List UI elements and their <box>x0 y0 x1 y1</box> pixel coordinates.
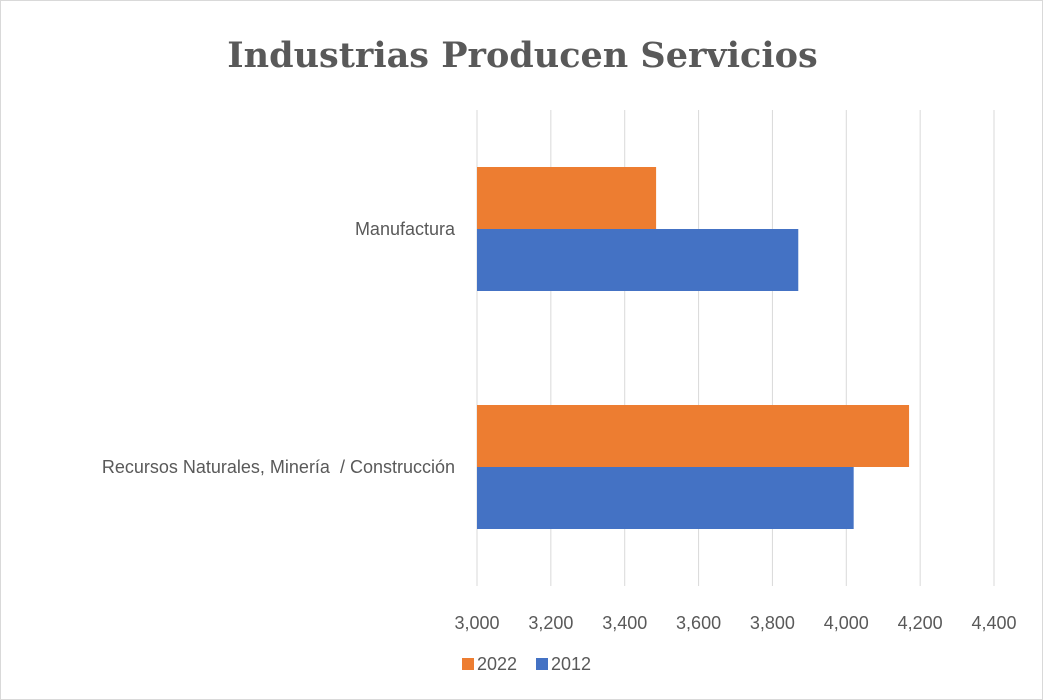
category-label-0: Recursos Naturales, Minería / Construcci… <box>102 457 455 477</box>
bar-2022-0 <box>477 405 910 467</box>
bar-2012-0 <box>477 467 854 529</box>
x-tick-label-5: 4,000 <box>824 613 869 633</box>
x-tick-label-2: 3,400 <box>602 613 647 633</box>
legend-label-2012: 2012 <box>551 654 591 674</box>
legend-swatch-2022 <box>462 658 474 670</box>
legend: 2022 2012 <box>462 654 591 674</box>
bar-2022-1 <box>477 167 657 229</box>
x-tick-label-3: 3,600 <box>676 613 721 633</box>
bar-2012-1 <box>477 229 799 291</box>
category-labels: Recursos Naturales, Minería / Construcci… <box>102 219 456 477</box>
legend-swatch-2012 <box>536 658 548 670</box>
x-tick-label-4: 3,800 <box>750 613 795 633</box>
x-tick-label-1: 3,200 <box>528 613 573 633</box>
bars <box>477 167 910 529</box>
x-tick-label-0: 3,000 <box>454 613 499 633</box>
legend-label-2022: 2022 <box>477 654 517 674</box>
x-tick-labels: 3,000 3,200 3,400 3,600 3,800 4,000 4,200 4,400 <box>454 613 1016 633</box>
chart-title: Industrias Producen Servicios <box>227 35 818 76</box>
category-label-1: Manufactura <box>355 219 456 239</box>
x-tick-label-7: 4,400 <box>971 613 1016 633</box>
x-tick-label-6: 4,200 <box>898 613 943 633</box>
